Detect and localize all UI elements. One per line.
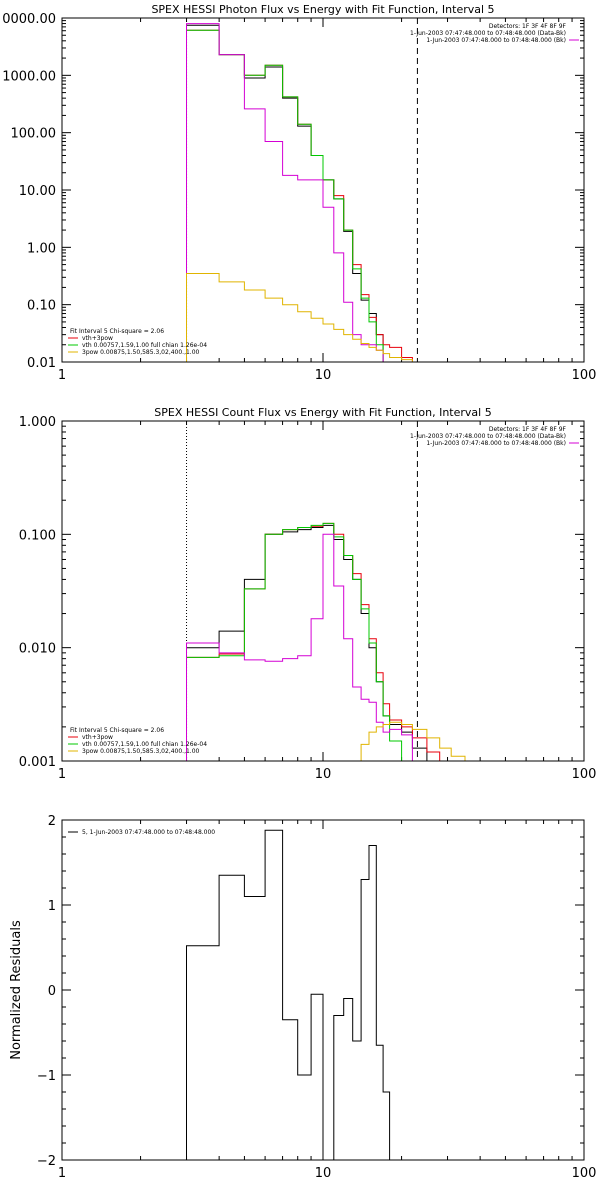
legend-label: vth 0.00757,1.59,1.00 full chian 1.26e-0…	[82, 342, 207, 349]
x-tick-label: 100	[572, 368, 597, 383]
plot-frame	[61, 17, 585, 363]
series-group	[186, 23, 441, 362]
series-group	[186, 522, 481, 761]
x-tick-label: 10	[315, 368, 332, 383]
y-tick-label: 0000.00	[2, 12, 56, 27]
chart-title: SPEX HESSI Photon Flux vs Energy with Fi…	[151, 3, 494, 16]
y-tick-label: 0.01	[27, 356, 56, 371]
y-tick-label: 1	[48, 899, 56, 914]
y-tick-label: 1000.00	[2, 69, 56, 84]
chart-panel-2: SPEX HESSI Count Flux vs Energy with Fit…	[19, 406, 597, 782]
x-tick-label: 1	[58, 368, 66, 383]
x-tick-label: 100	[572, 767, 597, 782]
y-tick-label: 1.000	[19, 415, 56, 430]
legend-label: Fit Interval 5 Chi-square = 2.06	[70, 727, 164, 734]
x-tick-label: 100	[572, 1166, 597, 1181]
series-line-1	[186, 524, 428, 761]
header-note: 1-Jun-2003 07:47:48.000 to 07:48:48.000 …	[410, 433, 566, 440]
series-line-3	[186, 29, 384, 362]
chart-panel-1: SPEX HESSI Photon Flux vs Energy with Fi…	[2, 3, 596, 383]
series-line-1	[186, 24, 391, 362]
series-line-5	[186, 273, 441, 362]
y-tick-label: 1.00	[27, 241, 56, 256]
series-line-5	[352, 721, 481, 761]
legend-label: vth+3pow	[82, 335, 113, 342]
y-tick-label: 100.00	[11, 127, 57, 142]
series-line-2	[186, 522, 441, 761]
series-line-3	[186, 522, 403, 761]
y-tick-label: −1	[37, 1069, 56, 1084]
y-tick-label: 0	[48, 984, 56, 999]
legend-label: 5, 1-Jun-2003 07:47:48.000 to 07:48:48.0…	[82, 829, 215, 836]
series-group	[186, 829, 391, 1160]
y-tick-label: 0.100	[19, 528, 56, 543]
x-tick-label: 1	[58, 1166, 66, 1181]
y-tick-label: 0.001	[19, 755, 56, 770]
chart-title: SPEX HESSI Count Flux vs Energy with Fit…	[154, 406, 491, 419]
plot-frame	[61, 420, 585, 762]
x-tick-label: 10	[315, 767, 332, 782]
y-tick-label: 10.00	[19, 184, 56, 199]
y-tick-label: 2	[48, 814, 56, 829]
y-axis-label: Normalized Residuals	[9, 920, 24, 1060]
x-tick-label: 1	[58, 767, 66, 782]
header-note: 1-Jun-2003 07:47:48.000 to 07:48:48.000 …	[426, 440, 566, 447]
series-line-4	[186, 533, 413, 761]
x-tick-label: 10	[315, 1166, 332, 1181]
header-note: 1-Jun-2003 07:47:48.000 to 07:48:48.000 …	[410, 30, 566, 37]
header-note: Detectors: 1F 3F 4F 8F 9F	[489, 426, 567, 433]
series-line-2	[186, 29, 413, 362]
legend-label: Fit Interval 5 Chi-square = 2.06	[70, 328, 164, 335]
plot-frame	[61, 819, 585, 1161]
legend-label: 3pow 0.00875,1.50,585.3,02,400.,1.00	[82, 349, 200, 356]
header-note: 1-Jun-2003 07:47:48.000 to 07:48:48.000 …	[426, 37, 566, 44]
series-line-1	[186, 829, 391, 1160]
y-tick-label: 0.010	[19, 642, 56, 657]
legend-label: vth 0.00757,1.59,1.00 full chian 1.26e-0…	[82, 741, 207, 748]
y-tick-label: 0.10	[27, 299, 56, 314]
legend-label: vth+3pow	[82, 734, 113, 741]
y-tick-label: −2	[37, 1154, 56, 1169]
series-line-4	[186, 23, 384, 362]
header-note: Detectors: 1F 3F 4F 8F 9F	[489, 23, 567, 30]
legend-label: 3pow 0.00875,1.50,585.3,02,400.,1.00	[82, 748, 200, 755]
